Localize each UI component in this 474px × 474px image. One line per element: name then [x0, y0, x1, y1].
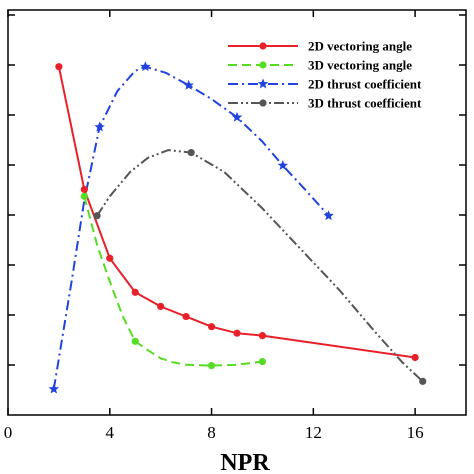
- series-1-point: [131, 288, 139, 296]
- series-3-point: [183, 79, 194, 90]
- legend-label-2: 3D vectoring angle: [308, 58, 412, 73]
- x-axis-title: NPR: [220, 450, 270, 474]
- series-2-point: [207, 361, 216, 370]
- series-2-point: [80, 192, 88, 200]
- x-tick-label: 0: [4, 423, 13, 442]
- series-3-point: [94, 121, 105, 132]
- legend-marker-1: [259, 42, 267, 50]
- legend-label-1: 2D vectoring angle: [308, 39, 412, 54]
- legend-label-3: 2D thrust coefficient: [308, 77, 422, 92]
- x-tick-label: 8: [207, 423, 216, 442]
- series-2-point: [258, 357, 267, 366]
- series-3-point: [323, 210, 334, 221]
- series-line-1: [57, 66, 416, 359]
- series-1-point: [258, 332, 267, 340]
- series-1-point: [55, 63, 63, 71]
- series-3-point: [277, 160, 289, 170]
- series-line-4: [96, 149, 424, 383]
- series-1-point: [80, 185, 88, 194]
- x-tick-label: 12: [305, 423, 322, 442]
- series-4-point: [419, 377, 427, 385]
- x-tick-label: 4: [106, 423, 115, 442]
- series-1-point: [207, 323, 216, 331]
- series-1-point: [233, 329, 241, 337]
- series-1-point: [411, 353, 419, 362]
- legend-marker-2: [259, 61, 267, 69]
- series-1-point: [157, 302, 165, 311]
- series-3-point: [231, 111, 243, 122]
- legend-marker-4: [259, 99, 267, 107]
- series-4-point: [93, 212, 101, 220]
- plot-area: [7, 9, 467, 416]
- series-line-3: [52, 65, 330, 390]
- legend-marker-3: [257, 78, 269, 89]
- series-2-point: [131, 337, 139, 345]
- series-4-point: [187, 148, 195, 157]
- series-1-point: [182, 312, 190, 321]
- series-3-point: [48, 383, 60, 394]
- x-tick-label: 16: [407, 423, 424, 442]
- series-line-2: [83, 196, 263, 367]
- series-1-point: [106, 254, 114, 262]
- series-3-point: [140, 61, 151, 72]
- legend-label-4: 3D thrust coefficient: [308, 96, 422, 111]
